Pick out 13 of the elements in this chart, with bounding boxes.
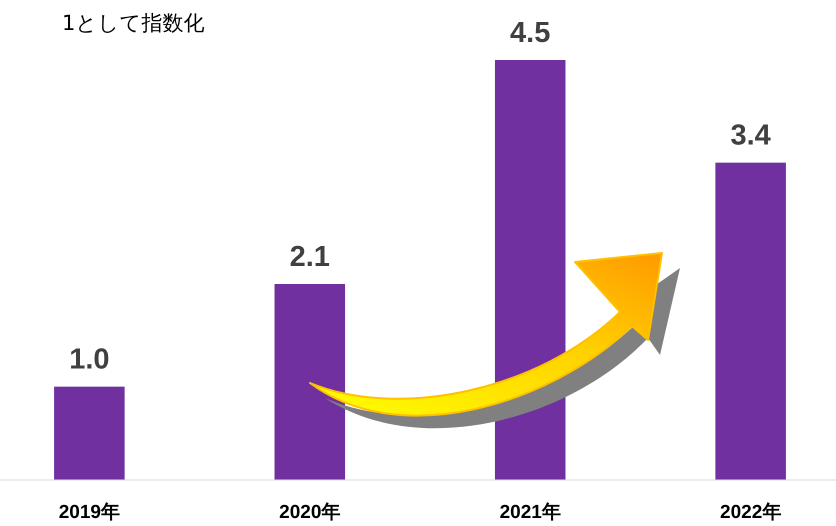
bar xyxy=(274,284,346,480)
bar xyxy=(494,60,566,480)
data-label: 2.1 xyxy=(290,241,330,273)
bar xyxy=(715,162,786,480)
x-tick-label: 2022年 xyxy=(720,502,782,523)
text: 1として指数化 xyxy=(62,11,204,35)
bar xyxy=(54,386,125,480)
data-label: 1.0 xyxy=(69,344,110,376)
x-tick-label: 2021年 xyxy=(500,502,561,523)
data-label: 3.4 xyxy=(730,120,771,152)
x-tick-label: 2020年 xyxy=(279,502,340,523)
data-label: 4.5 xyxy=(510,17,550,49)
x-tick-label: 2019年 xyxy=(58,502,120,523)
